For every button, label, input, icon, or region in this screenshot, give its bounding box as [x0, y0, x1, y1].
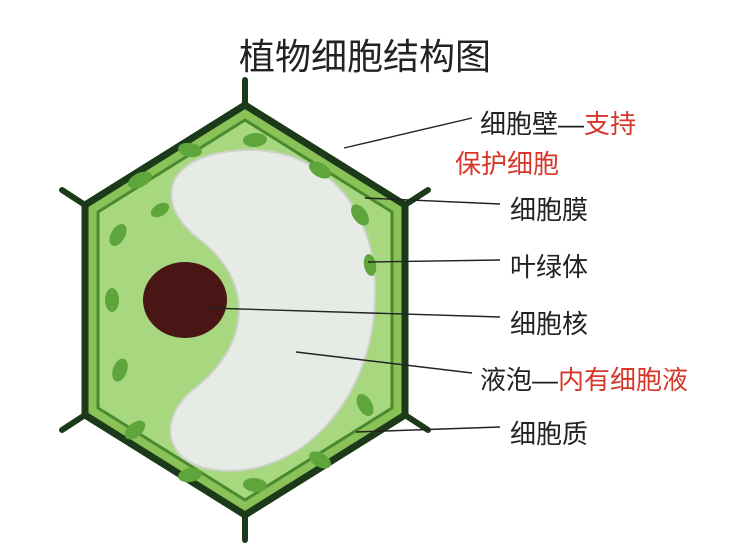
label-vacuole-sep: — — [532, 365, 558, 395]
label-vacuole-name: 液泡 — [480, 365, 532, 395]
label-membrane: 细胞膜 — [510, 190, 588, 227]
label-cell-wall-note2-text: 保护细胞 — [455, 149, 559, 179]
label-chloroplast: 叶绿体 — [510, 247, 588, 284]
label-vacuole: 液泡—内有细胞液 — [480, 360, 688, 397]
label-chloroplast-name: 叶绿体 — [510, 252, 588, 282]
label-nucleus-name: 细胞核 — [510, 309, 588, 339]
wall-spike — [62, 190, 85, 205]
chloroplast — [105, 288, 119, 312]
label-cytoplasm-name: 细胞质 — [510, 419, 588, 449]
label-cell-wall-note: 支持 — [584, 109, 636, 139]
leader-line — [344, 118, 472, 148]
label-cell-wall: 细胞壁—支持 — [480, 104, 636, 141]
wall-spike — [405, 415, 428, 430]
nucleus — [143, 262, 227, 338]
cell-svg — [0, 0, 730, 548]
label-cell-wall-note2: 保护细胞 — [455, 144, 559, 181]
label-cell-wall-name: 细胞壁 — [480, 109, 558, 139]
label-membrane-name: 细胞膜 — [510, 195, 588, 225]
label-cell-wall-sep: — — [558, 109, 584, 139]
label-nucleus: 细胞核 — [510, 304, 588, 341]
label-vacuole-note: 内有细胞液 — [558, 365, 688, 395]
wall-spike — [405, 190, 428, 205]
label-cytoplasm: 细胞质 — [510, 414, 588, 451]
plant-cell-diagram: 植物细胞结构图 细胞壁—支持 保护细胞 细胞膜 叶绿体 细胞核 液泡—内有细胞液… — [0, 0, 730, 548]
wall-spike — [62, 415, 85, 430]
